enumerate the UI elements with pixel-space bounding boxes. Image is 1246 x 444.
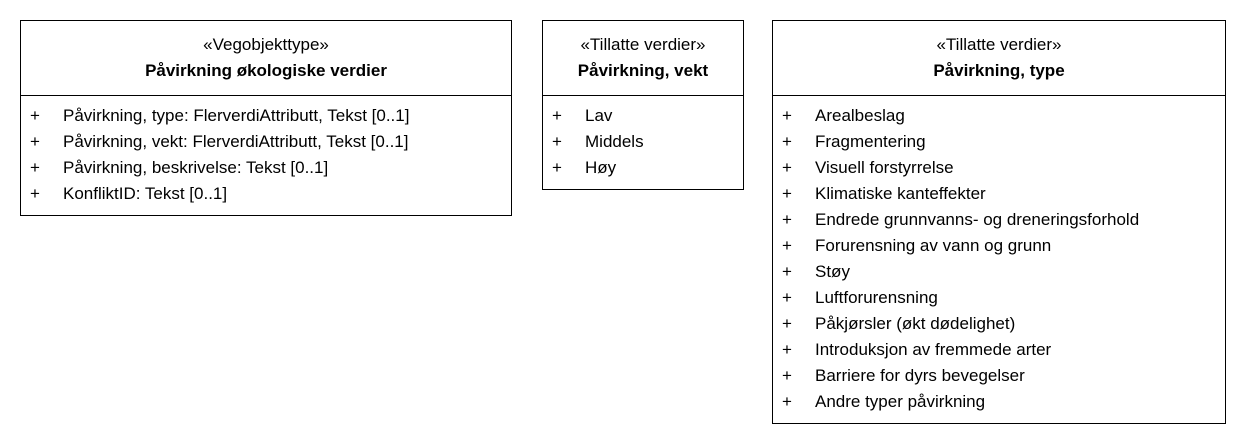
visibility-marker: +: [782, 132, 792, 151]
attribute-text: Påvirkning, type: FlerverdiAttributt, Te…: [63, 106, 410, 125]
value-row: + Fragmentering: [773, 129, 1225, 155]
value-row: + Høy: [543, 155, 743, 181]
visibility-marker: +: [552, 158, 562, 177]
value-text: Fragmentering: [815, 132, 926, 151]
value-text: Arealbeslag: [815, 106, 905, 125]
visibility-marker: +: [782, 184, 792, 203]
value-row: + Barriere for dyrs bevegelser: [773, 363, 1225, 389]
visibility-marker: +: [782, 288, 792, 307]
value-row: + Luftforurensning: [773, 285, 1225, 311]
value-text: Klimatiske kanteffekter: [815, 184, 986, 203]
visibility-marker: +: [782, 158, 792, 177]
value-text: Andre typer påvirkning: [815, 392, 986, 411]
stereotype-label: «Tillatte verdier»: [580, 35, 706, 54]
value-text: Støy: [815, 262, 850, 281]
attribute-row: + KonfliktID: Tekst [0..1]: [21, 181, 511, 207]
visibility-marker: +: [30, 132, 40, 151]
visibility-marker: +: [30, 106, 40, 125]
visibility-marker: +: [782, 314, 792, 333]
value-row: + Introduksjon av fremmede arter: [773, 337, 1225, 363]
class-name: Påvirkning, vekt: [577, 61, 709, 80]
visibility-marker: +: [552, 106, 562, 125]
value-text: Middels: [585, 132, 644, 151]
visibility-marker: +: [782, 340, 792, 359]
value-row: + Middels: [543, 129, 743, 155]
class-header: «Tillatte verdier» Påvirkning, vekt: [543, 21, 743, 96]
visibility-marker: +: [782, 366, 792, 385]
visibility-marker: +: [30, 158, 40, 177]
visibility-marker: +: [30, 184, 40, 203]
value-row: + Lav: [543, 103, 743, 129]
value-text: Forurensning av vann og grunn: [815, 236, 1052, 255]
class-header: «Vegobjekttype» Påvirkning økologiske ve…: [21, 21, 511, 96]
value-list: + Arealbeslag + Fragmentering + Visuell …: [773, 96, 1225, 415]
visibility-marker: +: [782, 106, 792, 125]
visibility-marker: +: [782, 392, 792, 411]
attribute-text: KonfliktID: Tekst [0..1]: [63, 184, 228, 203]
class-name: Påvirkning, type: [933, 61, 1065, 80]
value-list: + Lav + Middels + Høy: [543, 96, 743, 181]
attribute-text: Påvirkning, vekt: FlerverdiAttributt, Te…: [63, 132, 409, 151]
value-text: Endrede grunnvanns- og dreneringsforhold: [815, 210, 1140, 229]
stereotype-label: «Vegobjekttype»: [203, 35, 329, 54]
visibility-marker: +: [782, 262, 792, 281]
value-text: Luftforurensning: [815, 288, 938, 307]
value-row: + Visuell forstyrrelse: [773, 155, 1225, 181]
attribute-list: + Påvirkning, type: FlerverdiAttributt, …: [21, 96, 511, 207]
value-text: Visuell forstyrrelse: [815, 158, 954, 177]
visibility-marker: +: [782, 236, 792, 255]
class-box-pavirkning-vekt: «Tillatte verdier» Påvirkning, vekt + La…: [542, 20, 744, 190]
attribute-row: + Påvirkning, type: FlerverdiAttributt, …: [21, 103, 511, 129]
class-header: «Tillatte verdier» Påvirkning, type: [773, 21, 1225, 96]
value-row: + Arealbeslag: [773, 103, 1225, 129]
class-name: Påvirkning økologiske verdier: [145, 61, 387, 80]
value-row: + Støy: [773, 259, 1225, 285]
value-text: Barriere for dyrs bevegelser: [815, 366, 1025, 385]
value-text: Høy: [585, 158, 617, 177]
class-box-pavirkning-okologiske-verdier: «Vegobjekttype» Påvirkning økologiske ve…: [20, 20, 512, 216]
value-row: + Klimatiske kanteffekter: [773, 181, 1225, 207]
value-row: + Forurensning av vann og grunn: [773, 233, 1225, 259]
stereotype-label: «Tillatte verdier»: [936, 35, 1062, 54]
value-text: Lav: [585, 106, 613, 125]
visibility-marker: +: [782, 210, 792, 229]
class-box-pavirkning-type: «Tillatte verdier» Påvirkning, type + Ar…: [772, 20, 1226, 424]
value-row: + Endrede grunnvanns- og dreneringsforho…: [773, 207, 1225, 233]
attribute-text: Påvirkning, beskrivelse: Tekst [0..1]: [63, 158, 329, 177]
value-row: + Påkjørsler (økt dødelighet): [773, 311, 1225, 337]
attribute-row: + Påvirkning, vekt: FlerverdiAttributt, …: [21, 129, 511, 155]
attribute-row: + Påvirkning, beskrivelse: Tekst [0..1]: [21, 155, 511, 181]
value-row: + Andre typer påvirkning: [773, 389, 1225, 415]
value-text: Påkjørsler (økt dødelighet): [815, 314, 1016, 333]
visibility-marker: +: [552, 132, 562, 151]
value-text: Introduksjon av fremmede arter: [815, 340, 1052, 359]
